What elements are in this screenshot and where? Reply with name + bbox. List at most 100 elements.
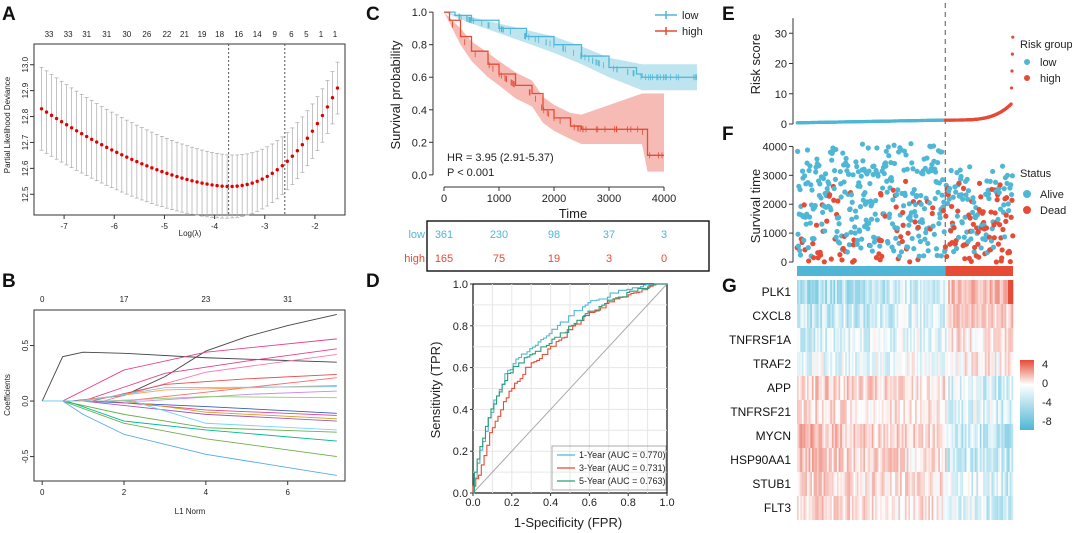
heatmap-cell <box>983 472 986 496</box>
heatmap-cell <box>928 352 931 376</box>
heatmap-cell <box>973 472 976 496</box>
panel-f-ytick-label: 3000 <box>763 170 787 182</box>
heatmap-cell <box>914 280 917 304</box>
heatmap-cell <box>838 328 841 352</box>
heatmap-cell <box>905 376 907 400</box>
heatmap-cell <box>1008 328 1010 352</box>
heatmap-cell <box>973 448 976 472</box>
heatmap-cell <box>969 280 972 304</box>
heatmap-cell <box>1008 280 1010 304</box>
survival-point-alive <box>874 145 880 151</box>
heatmap-cell <box>939 304 942 328</box>
heatmap-cell <box>860 400 863 424</box>
heatmap-cell <box>1008 424 1010 448</box>
survival-point-alive <box>946 196 952 202</box>
heatmap-cell <box>870 424 873 448</box>
heatmap-cell <box>805 424 808 448</box>
survival-point-alive <box>914 168 920 174</box>
heatmap-cell <box>966 448 969 472</box>
heatmap-cell <box>811 496 814 520</box>
panel-b-coef-path <box>42 314 337 402</box>
heatmap-cell <box>996 328 999 352</box>
heatmap-cell <box>851 376 854 400</box>
panel-c-xtick-label: 1000 <box>487 193 511 205</box>
heatmap-cell <box>798 424 801 448</box>
heatmap-cell <box>843 352 846 376</box>
heatmap-cell <box>831 496 834 520</box>
heatmap-cell <box>848 496 851 520</box>
heatmap-cell <box>928 448 931 472</box>
heatmap-cell <box>831 400 834 424</box>
colorbar-tick-label: 4 <box>1042 359 1048 371</box>
heatmap-cell <box>797 280 799 304</box>
heatmap-cell <box>924 496 927 520</box>
panel-a-point <box>155 168 159 172</box>
panel-a-point <box>140 162 144 166</box>
heatmap-cell <box>924 352 927 376</box>
panel-a-point <box>69 126 74 130</box>
heatmap-cell <box>835 472 838 496</box>
survival-point-alive <box>954 213 960 219</box>
heatmap-cell <box>873 496 876 520</box>
heatmap-cell <box>973 280 976 304</box>
heatmap-cell <box>800 376 803 400</box>
survival-point-dead <box>978 194 984 200</box>
heatmap-cell <box>805 400 808 424</box>
heatmap-cell <box>891 280 894 304</box>
heatmap-cell <box>901 472 904 496</box>
heatmap-cell <box>891 376 894 400</box>
roc-legend-frame <box>551 445 667 491</box>
survival-point-alive <box>831 168 838 174</box>
heatmap-cell <box>878 448 881 472</box>
heatmap-cell <box>905 304 907 328</box>
heatmap-cell <box>845 472 848 496</box>
heatmap-cell <box>981 352 984 376</box>
heatmap-cell <box>911 376 914 400</box>
heatmap-cell <box>898 472 901 496</box>
heatmap-cell <box>868 376 871 400</box>
heatmap-cell <box>1003 376 1005 400</box>
heatmap-cell <box>939 352 942 376</box>
heatmap-cell <box>956 448 959 472</box>
heatmap-cell <box>998 472 1001 496</box>
heatmap-cell <box>880 304 883 328</box>
heatmap-cell <box>978 352 981 376</box>
survival-point-dead <box>827 192 833 198</box>
heatmap-cell <box>803 400 806 424</box>
heatmap-cell <box>890 448 893 472</box>
heatmap-cell <box>825 400 828 424</box>
heatmap-cell <box>908 328 911 352</box>
heatmap-cell <box>968 328 971 352</box>
heatmap-cell <box>941 400 944 424</box>
heatmap-cell <box>855 424 858 448</box>
heatmap-cell <box>813 376 816 400</box>
panel-f-ytick-label: 2000 <box>763 199 787 211</box>
heatmap-cell <box>921 304 924 328</box>
heatmap-row-label: CXCL8 <box>752 309 791 323</box>
panel-b-frame <box>33 309 346 482</box>
heatmap-cell <box>986 304 989 328</box>
heatmap-cell <box>1003 424 1005 448</box>
heatmap-cell <box>906 400 909 424</box>
heatmap-cell <box>961 400 964 424</box>
panel-b-lasso-paths: Coefficients L1 Norm 0 2 4 6-0.50.00.50 17 23… <box>3 295 346 516</box>
survival-point-alive <box>883 163 889 169</box>
heatmap-cell <box>850 400 853 424</box>
panel-d-ytick-label: 0.6 <box>453 363 468 375</box>
heatmap-cell <box>820 496 823 520</box>
heatmap-cell <box>806 400 809 424</box>
survival-point-alive <box>921 206 928 212</box>
heatmap-cell <box>823 328 826 352</box>
panel-a-top-label: 33 <box>64 30 73 39</box>
heatmap-cell <box>901 400 904 424</box>
heatmap-cell <box>821 496 824 520</box>
heatmap-cell <box>933 496 936 520</box>
survival-point-alive <box>816 163 822 169</box>
panel-b-top-label: 31 <box>283 295 292 304</box>
heatmap-cell <box>923 472 926 496</box>
heatmap-cell <box>855 376 858 400</box>
heatmap-cell <box>861 400 864 424</box>
heatmap-cell <box>978 328 981 352</box>
heatmap-cell <box>988 448 991 472</box>
heatmap-cell <box>911 280 914 304</box>
